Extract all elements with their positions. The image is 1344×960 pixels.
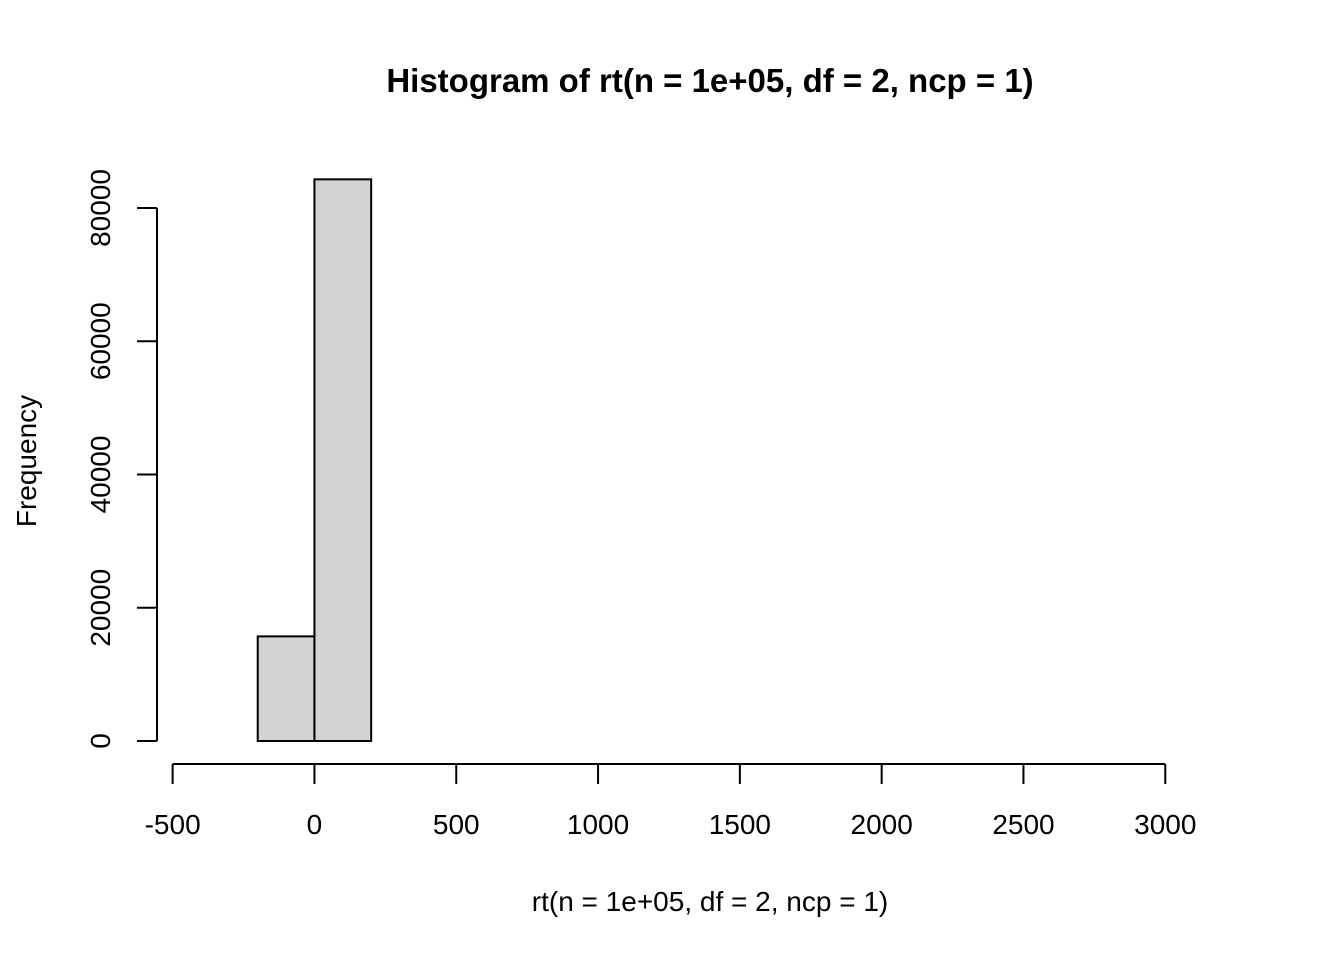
x-axis-label: rt(n = 1e+05, df = 2, ncp = 1) <box>532 886 888 917</box>
histogram-bar <box>256 635 316 742</box>
x-tick-label: 2500 <box>992 809 1054 840</box>
x-axis: -500 0 500 1000 1500 2000 2500 3000 <box>145 763 1196 840</box>
y-tick-label: 60000 <box>85 302 116 380</box>
x-tick-label: 3000 <box>1134 809 1196 840</box>
chart-title: Histogram of rt(n = 1e+05, df = 2, ncp =… <box>386 62 1033 99</box>
y-axis: 0 20000 40000 60000 80000 <box>85 169 158 749</box>
y-tick-label: 20000 <box>85 569 116 647</box>
x-tick-label: 1000 <box>567 809 629 840</box>
y-tick-label: 80000 <box>85 169 116 247</box>
y-tick-label: 40000 <box>85 436 116 514</box>
x-tick-label: 500 <box>433 809 480 840</box>
x-tick-label: 0 <box>307 809 323 840</box>
x-tick-label: -500 <box>145 809 201 840</box>
x-tick-label: 1500 <box>709 809 771 840</box>
x-tick-label: 2000 <box>851 809 913 840</box>
histogram-bar <box>313 178 373 743</box>
y-tick-label: 0 <box>85 733 116 749</box>
bars-layer <box>256 178 373 743</box>
y-axis-label: Frequency <box>11 395 42 527</box>
